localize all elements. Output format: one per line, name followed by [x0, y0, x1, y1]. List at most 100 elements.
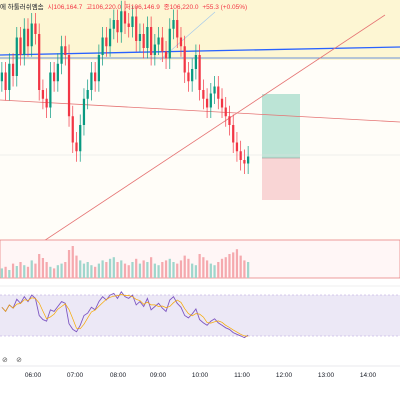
candle-body [8, 63, 11, 90]
volume-bar [209, 263, 212, 278]
candle-body [101, 37, 104, 55]
candle-body [64, 46, 67, 55]
candle-body [142, 34, 145, 48]
volume-bar [105, 262, 108, 278]
candle-body [105, 37, 108, 47]
trendline-red-ascending [0, 14, 386, 271]
time-tick-label: 13:00 [317, 372, 335, 379]
candle-body [75, 142, 78, 152]
candle-body [224, 107, 227, 117]
candle-body [15, 37, 18, 76]
volume-bar [232, 252, 235, 278]
candle-body [194, 55, 198, 69]
candle-body [30, 23, 33, 47]
volume-bar [101, 260, 104, 278]
candle-body [146, 27, 149, 48]
candle-body [176, 20, 179, 38]
candle-body [217, 86, 220, 99]
volume-bar [56, 265, 59, 278]
volume-bar [38, 254, 41, 278]
volume-bar [183, 255, 186, 278]
symbol-title: 에 하툴러쉬엠솜 [0, 4, 44, 11]
candle-body [108, 28, 112, 47]
volume-bar [168, 258, 171, 278]
candle-body [49, 72, 52, 108]
position-profit-zone [262, 94, 300, 158]
candle-body [161, 37, 164, 52]
candle-body [67, 55, 71, 117]
candle-body [135, 16, 138, 41]
volume-bar [45, 262, 48, 278]
candle-body [116, 20, 119, 33]
change-value: +55.3 (+0.05%) [202, 4, 248, 11]
candle-body [82, 98, 86, 125]
volume-bar [60, 263, 63, 278]
candle-body [239, 151, 242, 160]
volume-bar [172, 262, 175, 278]
candle-body [198, 55, 201, 90]
volume-bar [120, 260, 123, 278]
volume-bar [153, 263, 156, 278]
volume-bar [8, 270, 11, 278]
candle-body [23, 28, 26, 55]
volume-bar [138, 263, 142, 278]
candle-body [38, 34, 41, 90]
trendline-blue [0, 46, 400, 56]
candle-body [86, 90, 89, 99]
candle-body [60, 46, 63, 64]
volume-bar [127, 265, 130, 278]
candle-body [138, 34, 142, 41]
volume-bar [194, 265, 198, 278]
volume-bar [161, 262, 164, 278]
volume-bar [213, 265, 216, 278]
candle-body [123, 11, 127, 24]
volume-bar [135, 258, 138, 278]
volume-bar [164, 260, 168, 278]
volume-bar [97, 263, 100, 278]
volume-bar [247, 262, 250, 278]
volume-bar [220, 258, 224, 278]
candle-body [172, 20, 175, 29]
candle-body [157, 37, 160, 45]
volume-bar [187, 258, 190, 278]
time-tick-label: 07:00 [66, 372, 84, 379]
candle-body [19, 37, 22, 55]
volume-bar [176, 263, 179, 278]
candle-body [4, 72, 7, 90]
open-value: 시106,164.7 [47, 4, 83, 11]
volume-bar [116, 262, 119, 278]
high-value: 고106,220.0 [86, 4, 122, 11]
candle-body [71, 116, 74, 143]
candle-body [94, 72, 97, 82]
volume-bar [15, 266, 18, 278]
candle-body [52, 72, 56, 82]
candle-body [191, 69, 194, 82]
volume-bar [82, 263, 86, 278]
volume-bar [123, 263, 127, 278]
candle-body [56, 63, 59, 82]
candle-body [235, 142, 239, 152]
time-tick-label: 12:00 [275, 372, 293, 379]
volume-bar [228, 254, 231, 278]
candle-body [202, 90, 205, 99]
candle-body [243, 160, 246, 164]
volume-bar [150, 257, 153, 278]
candle-body [34, 23, 37, 34]
low-value: 저106,146.9 [124, 4, 160, 11]
highlight-zone [0, 0, 400, 60]
rsi-signal-line [1, 294, 249, 337]
candle-body [79, 125, 82, 152]
volume-bar [131, 262, 134, 278]
volume-bar [157, 265, 160, 278]
time-tick-label: 11:00 [234, 372, 250, 379]
volume-bar [235, 249, 239, 278]
eye-off-icon[interactable]: ⊘ [16, 356, 22, 364]
position-loss-zone [262, 158, 300, 200]
volume-bar [191, 263, 194, 278]
volume-bar [30, 260, 33, 278]
eye-off-icon[interactable]: ⊘ [2, 356, 8, 364]
time-tick-label: 14:00 [359, 372, 377, 379]
volume-bar [64, 262, 67, 278]
